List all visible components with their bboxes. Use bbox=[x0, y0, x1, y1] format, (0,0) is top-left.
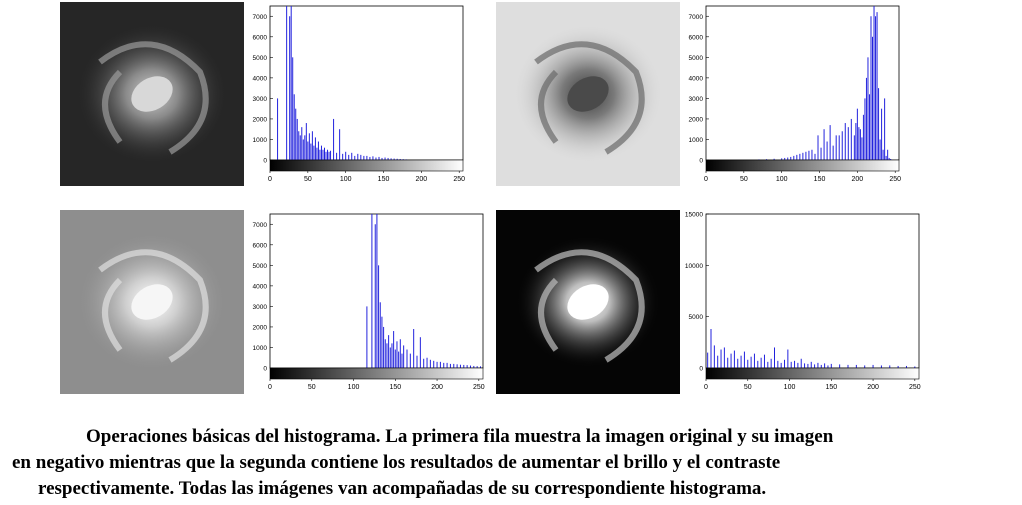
y-tick-label: 4000 bbox=[253, 75, 268, 82]
x-tick-label: 250 bbox=[909, 384, 921, 391]
x-tick-label: 50 bbox=[744, 384, 752, 391]
x-tick-label: 50 bbox=[308, 384, 316, 391]
caption-line-3: respectivamente. Todas las imágenes van … bbox=[38, 478, 767, 499]
y-tick-label: 6000 bbox=[689, 34, 704, 41]
y-tick-label: 1000 bbox=[689, 137, 704, 144]
y-tick-label: 7000 bbox=[689, 14, 704, 21]
histogram-negative: 0 50 100 150 200 250 0 1000 2000 3000 4000 5000 6000… bbox=[689, 5, 901, 183]
x-tick-label: 200 bbox=[867, 384, 879, 391]
y-tick-label: 10000 bbox=[685, 263, 703, 270]
x-tick-label: 150 bbox=[825, 384, 837, 391]
y-tick-label: 5000 bbox=[253, 263, 268, 270]
caption-line-2: en negativo mientras que la segunda cont… bbox=[12, 452, 781, 473]
x-tick-label: 50 bbox=[304, 176, 312, 183]
x-tick-label: 0 bbox=[704, 176, 708, 183]
y-tick-label: 0 bbox=[263, 158, 267, 165]
x-tick-label: 100 bbox=[784, 384, 796, 391]
x-tick-label: 100 bbox=[340, 176, 352, 183]
y-tick-label: 2000 bbox=[689, 116, 704, 123]
brightness-galaxy-image bbox=[60, 210, 244, 394]
gray-level-strip bbox=[705, 159, 900, 172]
x-tick-label: 0 bbox=[704, 384, 708, 391]
x-tick-label: 250 bbox=[453, 176, 465, 183]
figure-caption: Operaciones básicas del histograma. La p… bbox=[12, 424, 1012, 502]
y-tick-label: 1000 bbox=[253, 137, 268, 144]
y-tick-label: 5000 bbox=[253, 55, 268, 62]
gray-level-strip bbox=[269, 159, 464, 172]
x-tick-label: 150 bbox=[814, 176, 826, 183]
y-tick-label: 4000 bbox=[253, 283, 268, 290]
y-tick-label: 5000 bbox=[689, 55, 704, 62]
x-tick-label: 0 bbox=[268, 176, 272, 183]
y-tick-label: 3000 bbox=[689, 96, 704, 103]
contrast-galaxy-image bbox=[496, 210, 680, 394]
gray-level-strip bbox=[269, 367, 484, 380]
plot-frame bbox=[705, 213, 920, 369]
y-tick-label: 3000 bbox=[253, 304, 268, 311]
y-tick-label: 15000 bbox=[685, 212, 703, 219]
negative-galaxy-image bbox=[496, 2, 680, 186]
caption-line-1: Operaciones básicas del histograma. La p… bbox=[86, 426, 834, 447]
x-tick-label: 250 bbox=[889, 176, 901, 183]
y-tick-label: 2000 bbox=[253, 324, 268, 331]
y-tick-label: 6000 bbox=[253, 34, 268, 41]
original-galaxy-image bbox=[60, 2, 244, 186]
x-tick-label: 150 bbox=[378, 176, 390, 183]
x-tick-label: 200 bbox=[431, 384, 443, 391]
y-tick-label: 2000 bbox=[253, 116, 268, 123]
y-tick-label: 0 bbox=[699, 366, 703, 373]
y-tick-label: 5000 bbox=[689, 314, 704, 321]
y-tick-label: 7000 bbox=[253, 222, 268, 229]
histogram-brightness: 0 50 100 150 200 250 0 1000 2000 3000 4000 5000 6000… bbox=[253, 213, 485, 391]
y-tick-label: 0 bbox=[263, 366, 267, 373]
y-tick-label: 3000 bbox=[253, 96, 268, 103]
y-tick-label: 0 bbox=[699, 158, 703, 165]
x-tick-label: 100 bbox=[348, 384, 360, 391]
x-tick-label: 200 bbox=[852, 176, 864, 183]
y-tick-label: 7000 bbox=[253, 14, 268, 21]
x-tick-label: 200 bbox=[416, 176, 428, 183]
histogram-original: 0 50 100 150 200 250 0 1000 2000 3000 4000 5000 6000… bbox=[253, 5, 465, 183]
histogram-contrast: 0 50 100 150 200 250 0 5000 10000 15000 bbox=[685, 212, 921, 392]
y-tick-label: 4000 bbox=[689, 75, 704, 82]
x-tick-label: 250 bbox=[473, 384, 485, 391]
y-tick-label: 6000 bbox=[253, 242, 268, 249]
gray-level-strip bbox=[705, 367, 920, 380]
x-tick-label: 150 bbox=[389, 384, 401, 391]
plot-frame bbox=[705, 5, 900, 161]
x-tick-label: 100 bbox=[776, 176, 788, 183]
x-tick-label: 0 bbox=[268, 384, 272, 391]
y-tick-label: 1000 bbox=[253, 345, 268, 352]
x-tick-label: 50 bbox=[740, 176, 748, 183]
